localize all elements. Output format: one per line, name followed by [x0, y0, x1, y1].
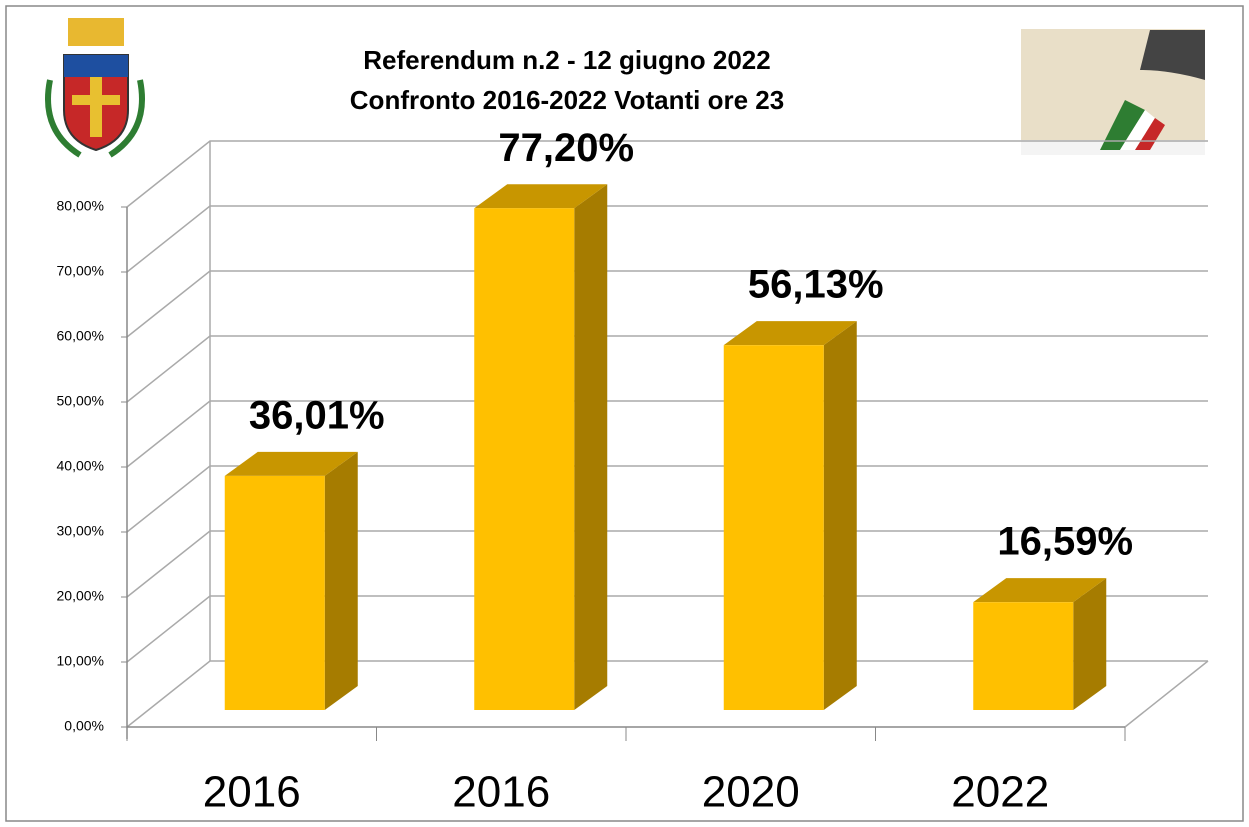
bar-side: [823, 321, 857, 710]
x-tick-label: 2022: [951, 768, 1049, 817]
bar-top: [723, 321, 857, 346]
y-tick-label: 80,00%: [57, 198, 104, 214]
y-tick-label: 60,00%: [57, 328, 104, 344]
data-label: 16,59%: [997, 520, 1133, 564]
y-tick-label: 50,00%: [57, 393, 104, 409]
x-tick-label: 2020: [702, 768, 800, 817]
grid-line: [126, 465, 1208, 533]
bar-top: [474, 184, 608, 209]
y-tick-label: 30,00%: [57, 523, 104, 539]
grid-line: [126, 400, 1208, 468]
bar: [224, 475, 325, 710]
grid-line: [126, 270, 1208, 338]
grid-line: [126, 530, 1208, 598]
grid-line: [126, 595, 1208, 663]
chart-title: Referendum n.2 - 12 giugno 2022: [363, 45, 770, 75]
constitution-image: [1021, 29, 1205, 155]
y-tick-label: 10,00%: [57, 653, 104, 669]
y-tick-label: 20,00%: [57, 588, 104, 604]
grid-line: [126, 140, 1208, 208]
bar-side: [574, 184, 608, 710]
bar-top: [973, 578, 1107, 603]
grid-line: [126, 335, 1208, 403]
bar: [474, 208, 575, 710]
bar: [723, 345, 824, 710]
bar-top: [224, 451, 358, 476]
x-tick-label: 2016: [452, 768, 550, 817]
bar: [973, 602, 1074, 710]
coat-of-arms: [45, 18, 145, 158]
y-tick-label: 40,00%: [57, 458, 104, 474]
chart-subtitle: Confronto 2016-2022 Votanti ore 23: [350, 85, 784, 115]
bar-side: [1073, 578, 1107, 710]
data-label: 56,13%: [748, 263, 884, 307]
grid-line: [126, 660, 1208, 728]
y-tick-label: 0,00%: [64, 718, 104, 734]
data-label: 77,20%: [498, 126, 634, 170]
data-label: 36,01%: [249, 393, 385, 437]
x-tick-label: 2016: [203, 768, 301, 817]
grid-line: [126, 205, 1208, 273]
bar-side: [324, 451, 358, 710]
y-tick-label: 70,00%: [57, 263, 104, 279]
floor-edge: [1124, 660, 1209, 728]
